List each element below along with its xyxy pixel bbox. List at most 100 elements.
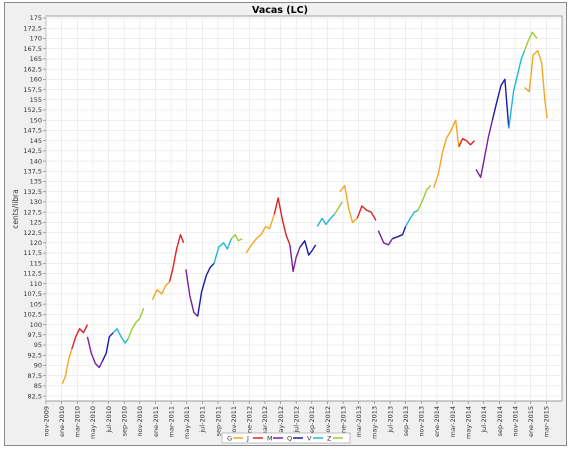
series-line-g [245, 213, 275, 254]
y-tick-label: 97,5 [28, 331, 42, 339]
legend-label: Z [327, 434, 332, 442]
legend-label: M [267, 434, 273, 442]
x-tick-label: sep-2013 [402, 406, 410, 436]
x-tick-label: mar-2014 [449, 406, 457, 437]
x-tick-label: ene-2011 [152, 406, 160, 437]
y-tick-label: 95 [34, 341, 42, 349]
series-line-q [392, 226, 407, 240]
x-tick-label: sep-2014 [496, 406, 504, 436]
y-tick-label: 167,5 [23, 45, 42, 53]
x-tick-label: mar-2013 [355, 406, 363, 437]
y-tick-label: 110 [30, 280, 42, 288]
grid [45, 16, 562, 401]
series-line-j [71, 324, 89, 350]
series-line-q [197, 262, 215, 317]
x-axis-ticks: nov-2009 ene-2010 mar-2010 may-2010 jul-2010… [42, 401, 551, 439]
x-tick-label: ene-2012 [246, 406, 254, 437]
y-tick-label: 170 [30, 35, 42, 43]
x-tick-label: may-2011 [183, 406, 191, 439]
series-line-z [523, 31, 538, 51]
x-tick-label: may-2013 [371, 406, 379, 439]
x-tick-label: jul-2012 [292, 406, 300, 434]
chart-frame: Vacas (LC) cents/libra 82,5 85 87,5 90 92,5 9… [4, 2, 567, 446]
x-tick-label: may-2010 [89, 406, 97, 439]
x-tick-label: mar-2015 [543, 406, 551, 437]
y-tick-label: 112,5 [23, 270, 42, 278]
y-tick-label: 130 [30, 198, 42, 206]
series-line-m [377, 230, 393, 246]
y-tick-label: 87,5 [28, 372, 42, 380]
series-line-j [458, 137, 475, 148]
y-tick-label: 120 [30, 239, 42, 247]
chart-title: Vacas (LC) [252, 5, 308, 16]
series-line-m [185, 269, 199, 317]
series-line-m [86, 336, 103, 369]
y-tick-label: 175 [30, 14, 42, 22]
y-tick-label: 90 [34, 362, 42, 370]
y-tick-label: 132,5 [23, 188, 42, 196]
series-line-g [433, 119, 460, 188]
y-tick-label: 85 [34, 382, 42, 390]
x-tick-label: ene-2014 [433, 406, 441, 437]
x-tick-label: sep-2012 [308, 406, 316, 436]
y-tick-label: 157,5 [23, 86, 42, 94]
x-tick-label: may-2012 [277, 406, 285, 439]
y-tick-label: 135 [30, 178, 42, 186]
y-tick-label: 115 [30, 259, 42, 267]
y-tick-label: 162,5 [23, 65, 42, 73]
y-tick-label: 82,5 [28, 392, 42, 400]
x-tick-label: ene-2013 [339, 406, 347, 437]
y-tick-label: 117,5 [23, 249, 42, 257]
series-line-g [151, 281, 171, 301]
y-tick-label: 102,5 [23, 311, 42, 319]
y-tick-label: 160 [30, 76, 42, 84]
x-tick-label: ene-2010 [58, 406, 66, 437]
x-tick-label: nov-2010 [136, 406, 144, 437]
x-tick-label: mar-2010 [74, 406, 82, 437]
x-tick-label: nov-2011 [230, 406, 238, 437]
y-axis-ticks: 82,5 85 87,5 90 92,5 95 97,5 100 102,5 105 107,5 11… [23, 14, 46, 400]
series-line-g [524, 50, 548, 119]
x-tick-label: mar-2012 [261, 406, 269, 437]
y-tick-label: 107,5 [23, 290, 42, 298]
x-tick-label: nov-2009 [42, 406, 50, 437]
x-tick-label: mar-2011 [167, 406, 175, 437]
y-tick-label: 92,5 [28, 351, 42, 359]
series-lines [61, 31, 548, 385]
series-line-z [333, 201, 343, 215]
series-line-z [127, 307, 145, 340]
y-tick-label: 172,5 [23, 24, 42, 32]
series-line-v [213, 238, 232, 264]
y-tick-label: 127,5 [23, 208, 42, 216]
plot-background [45, 15, 563, 402]
y-tick-label: 165 [30, 55, 42, 63]
y-tick-label: 150 [30, 116, 42, 124]
series-line-v [316, 213, 336, 227]
x-tick-label: may-2014 [464, 406, 472, 439]
x-tick-label: jul-2013 [386, 406, 394, 434]
series-line-g [339, 184, 358, 224]
x-tick-label: jul-2014 [480, 406, 488, 434]
series-line-j [356, 205, 377, 221]
series-line-v [508, 50, 526, 129]
legend-label: J [246, 434, 249, 442]
series-line-j [273, 197, 291, 246]
y-tick-label: 100 [30, 321, 42, 329]
x-tick-label: nov-2012 [324, 406, 332, 437]
x-tick-label: ene-2015 [527, 406, 535, 437]
legend-label: V [307, 434, 312, 442]
x-tick-label: sep-2010 [120, 406, 128, 436]
series-line-z [230, 233, 243, 242]
series-line-m [289, 244, 301, 273]
series-line-j [168, 233, 185, 282]
x-tick-label: sep-2011 [214, 406, 222, 436]
series-line-v [404, 209, 419, 227]
y-axis-label: cents/libra [11, 189, 20, 228]
y-tick-label: 140 [30, 157, 42, 165]
x-tick-label: nov-2014 [511, 406, 519, 437]
series-line-q [299, 240, 317, 256]
y-tick-label: 137,5 [23, 168, 42, 176]
x-tick-label: jul-2011 [199, 406, 207, 434]
y-tick-label: 145 [30, 137, 42, 145]
series-line-q [101, 332, 114, 362]
